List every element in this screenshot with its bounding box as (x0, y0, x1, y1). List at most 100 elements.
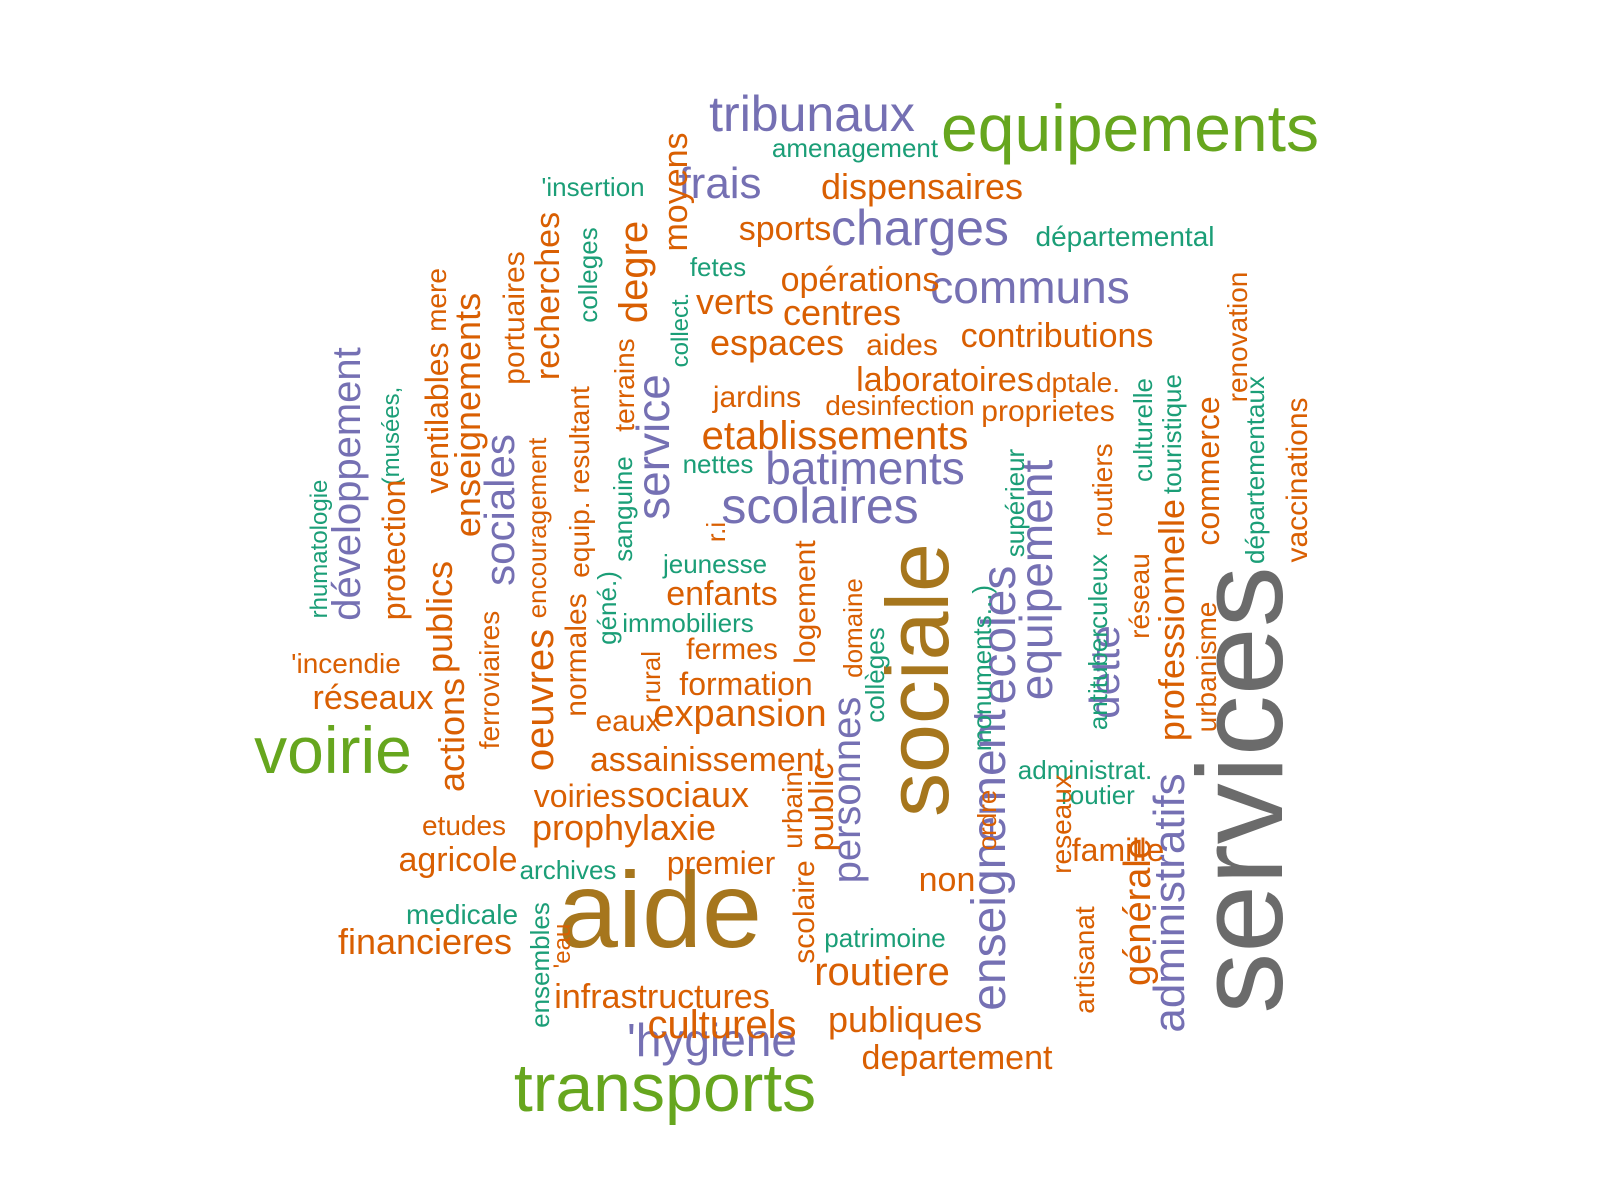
word: moyens (657, 132, 695, 252)
word: opérations (780, 261, 940, 299)
word: non (918, 861, 976, 899)
word: equipements (941, 91, 1319, 165)
word: jardins (712, 381, 802, 414)
word: enseignements (447, 292, 488, 538)
word: ferroviaires (474, 610, 505, 750)
word: public (803, 762, 841, 852)
word: famille (1071, 832, 1165, 868)
word: rhumatologie (306, 479, 333, 619)
word: sanguine (608, 456, 638, 562)
word: eaux (595, 705, 661, 738)
word: culturels (647, 1003, 797, 1047)
word: ventilables (419, 342, 455, 494)
word: publiques (827, 999, 983, 1040)
word: degre (612, 220, 656, 324)
word: mere (421, 268, 452, 332)
word: départementaux (1240, 376, 1270, 564)
word: centres (782, 292, 902, 333)
word: portuaires (498, 251, 531, 385)
word: développement (325, 347, 369, 621)
word: assainissement (589, 741, 825, 779)
word: réseaux (312, 679, 434, 717)
word: administrat. (1017, 755, 1153, 785)
word: 'incendie (291, 648, 401, 679)
word: publics (419, 560, 460, 674)
word: collect. (667, 292, 694, 368)
word: fermes (686, 633, 778, 666)
word: jeunesse (662, 549, 768, 579)
word: logement (789, 540, 822, 664)
word: normales (560, 593, 593, 717)
word: urbanisme (1191, 601, 1222, 733)
word: fetes (689, 252, 747, 282)
word: commerce (1190, 396, 1226, 546)
word: culturelle (1128, 377, 1158, 483)
word: 'insertion (541, 172, 645, 202)
word: 'hygiene (627, 1014, 797, 1066)
word: domaine (838, 578, 868, 678)
word: voirie (254, 713, 412, 787)
word: rural (636, 650, 666, 704)
word: desinfection (825, 390, 975, 421)
word: reseaux (1046, 774, 1077, 874)
word: voiries (533, 778, 627, 814)
word: vaccinations (1281, 397, 1314, 563)
word: financieres (337, 921, 513, 962)
word: protection (376, 479, 412, 621)
word: contributions (960, 317, 1154, 355)
word: enseignement (963, 709, 1016, 1011)
word: aide (557, 849, 763, 970)
word: tribunaux (709, 86, 915, 142)
word: ordre (972, 789, 1002, 851)
word: sports (738, 210, 832, 248)
word: actions (431, 677, 472, 793)
word: r.i (701, 521, 731, 543)
word: departement (861, 1039, 1053, 1077)
word: infrastructures (554, 978, 770, 1016)
word: départemental (1035, 221, 1215, 252)
word: antituberculeux (1083, 553, 1113, 731)
word: etudes (421, 810, 507, 841)
word: espaces (709, 322, 845, 363)
word: 'eau (549, 923, 576, 969)
word: archives (519, 855, 617, 885)
word: etablissements (701, 414, 969, 458)
word: oeuvres (518, 628, 562, 772)
word: immobiliers (622, 608, 754, 638)
word: transports (513, 1050, 817, 1126)
word: premier (666, 845, 776, 881)
word: supérieur (1000, 448, 1030, 558)
word: frais (678, 159, 762, 208)
word: artisanat (1069, 906, 1100, 1014)
word: routier (1061, 780, 1135, 810)
word: expansion (653, 693, 827, 735)
word: recherches (529, 211, 567, 381)
word: encouragement (522, 437, 552, 619)
word: equip. resultant (564, 386, 595, 578)
word: dispensaires (820, 166, 1024, 207)
word: monuments...) (967, 584, 997, 752)
word: nettes (682, 449, 754, 479)
word: batiments (765, 442, 965, 494)
word: prophylaxie (531, 807, 717, 848)
word: touristique (1157, 374, 1187, 494)
word: colleges (573, 227, 603, 323)
word: amenagement (771, 133, 939, 163)
word: dptale. (1035, 367, 1121, 398)
word: routiers (1087, 443, 1118, 537)
word: professionnelle (1151, 498, 1192, 742)
word: agricole (398, 841, 518, 879)
word: formation (679, 666, 813, 702)
word: scolaires (721, 478, 919, 534)
word: medicale (405, 899, 519, 930)
word: patrimoine (824, 923, 946, 953)
word: enfants (666, 575, 778, 613)
word: communs (930, 261, 1130, 313)
word: terrains (609, 338, 640, 432)
word: géné.) (592, 571, 622, 645)
word: aides (866, 329, 938, 362)
word: sociaux (626, 774, 750, 815)
word: proprietes (981, 395, 1115, 428)
word: charges (831, 200, 1009, 256)
